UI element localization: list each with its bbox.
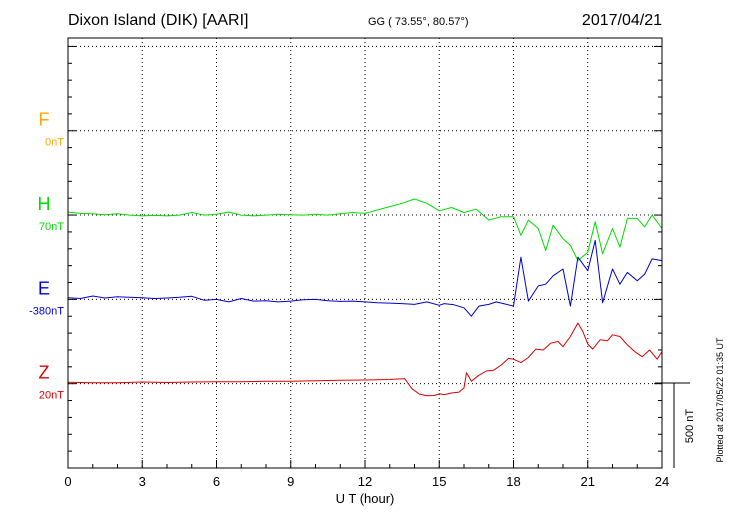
- date-label: 2017/04/21: [582, 12, 662, 29]
- station-title: Dixon Island (DIK) [AARI]: [68, 12, 249, 29]
- channel-z-label: Z: [39, 363, 50, 383]
- x-tick-labels: 0 3 6 9 12 15 18 21 24: [64, 474, 669, 489]
- x-tick-label: 3: [139, 474, 146, 489]
- series-e-line: [67, 239, 663, 317]
- channel-e-label: E: [38, 278, 50, 298]
- series-z-line: [67, 322, 663, 397]
- channel-h-label: H: [38, 194, 51, 214]
- x-tick-label: 15: [432, 474, 446, 489]
- channel-e-offset: -380nT: [29, 305, 64, 317]
- x-tick-label: 24: [655, 474, 669, 489]
- channel-f-offset: 0nT: [45, 137, 64, 149]
- x-tick-label: 6: [213, 474, 220, 489]
- channel-h-offset: 70nT: [39, 221, 64, 233]
- x-tick-label: 9: [287, 474, 294, 489]
- plot-frame: [67, 37, 663, 469]
- plotted-timestamp: Plotted at 2017/05/22 01:35 UT: [715, 337, 725, 463]
- channel-z-offset: 20nT: [39, 390, 64, 402]
- x-tick-label: 0: [64, 474, 71, 489]
- grid-lines: [68, 38, 662, 468]
- series-h-line: [67, 198, 663, 262]
- x-axis-label: U T (hour): [336, 491, 395, 506]
- coordinates-label: GG ( 73.55°, 80.57°): [368, 16, 469, 28]
- channel-f-label: F: [39, 110, 50, 130]
- scale-bar-label: 500 nT: [684, 409, 696, 444]
- x-tick-label: 12: [358, 474, 372, 489]
- x-tick-label: 21: [581, 474, 595, 489]
- axis-ticks: [67, 45, 663, 469]
- channel-labels: F 0nT H 70nT E -380nT Z 20nT: [29, 110, 64, 402]
- scale-bar: 500 nT: [655, 382, 696, 468]
- traces: [67, 198, 663, 397]
- x-tick-label: 18: [506, 474, 520, 489]
